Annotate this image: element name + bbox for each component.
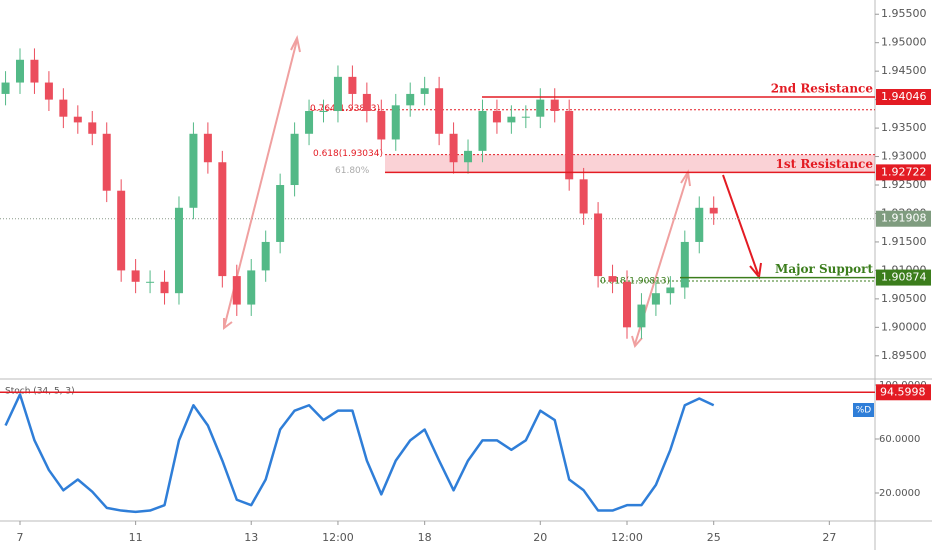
stoch-level-tag bbox=[876, 384, 931, 401]
arrow bbox=[722, 174, 759, 275]
arrow-tail bbox=[631, 335, 643, 349]
candle-body bbox=[565, 111, 574, 180]
candle-body bbox=[333, 76, 342, 112]
candle-body bbox=[666, 287, 675, 294]
candle-body bbox=[478, 111, 487, 151]
candle-body bbox=[117, 190, 126, 271]
last-price-tag-label: 1.91908 bbox=[881, 212, 927, 225]
fib-label: 0.618(1.90813) bbox=[600, 277, 670, 287]
candle-body bbox=[290, 133, 299, 186]
candle-body bbox=[420, 88, 429, 94]
candle-body bbox=[88, 122, 97, 134]
candle-body bbox=[261, 241, 270, 271]
level-label: Major Support bbox=[775, 262, 873, 276]
last-price-tag bbox=[876, 210, 931, 227]
x-tick-label: 13 bbox=[244, 531, 258, 544]
candle-body bbox=[247, 270, 256, 305]
candle-body bbox=[1, 82, 10, 94]
candle-body bbox=[59, 99, 68, 117]
candle-body bbox=[391, 105, 400, 140]
y-tick-label: 1.90000 bbox=[881, 320, 927, 333]
candle-body bbox=[680, 241, 689, 288]
stoch-line bbox=[4, 393, 715, 514]
legend-badge bbox=[853, 403, 874, 417]
arrow-head bbox=[290, 35, 301, 53]
candle-body bbox=[73, 116, 82, 123]
level-tag bbox=[876, 269, 931, 286]
candle-body bbox=[594, 213, 603, 277]
level-tag-label: 1.94046 bbox=[881, 90, 927, 103]
candle-body bbox=[203, 133, 212, 163]
candle-body bbox=[232, 276, 241, 305]
y-tick-label: 1.95500 bbox=[881, 7, 927, 20]
level-label: 2nd Resistance bbox=[771, 82, 874, 96]
fib-label: 0.618(1.93034) bbox=[313, 149, 383, 159]
candle-body bbox=[492, 111, 501, 123]
candle-body bbox=[319, 111, 328, 113]
x-tick-label: 18 bbox=[418, 531, 432, 544]
level-tag-label: 1.90874 bbox=[881, 271, 927, 284]
candle-body bbox=[695, 207, 704, 242]
level-tag bbox=[876, 89, 931, 106]
candle-body bbox=[160, 281, 169, 294]
resistance-zone bbox=[385, 154, 875, 173]
candle-body bbox=[30, 59, 39, 83]
candle-body bbox=[579, 179, 588, 214]
candle-body bbox=[622, 281, 631, 328]
x-tick-label: 12:00 bbox=[611, 531, 643, 544]
fib-percent: 61.80% bbox=[335, 166, 370, 176]
y-tick-label: 1.92500 bbox=[881, 178, 927, 191]
y-tick-label: 20.0000 bbox=[879, 488, 920, 499]
level-label: 1st Resistance bbox=[776, 157, 874, 171]
indicator-title: Stoch (34, 5, 3) bbox=[5, 387, 75, 397]
candle-body bbox=[174, 207, 183, 294]
candle-body bbox=[276, 185, 285, 242]
fib-label: 0.764(1.93823) bbox=[310, 104, 380, 114]
level-tag bbox=[876, 164, 931, 181]
y-tick-label: 1.93000 bbox=[881, 150, 927, 163]
candle-body bbox=[218, 162, 227, 277]
candle-body bbox=[550, 99, 559, 112]
candle-body bbox=[406, 93, 415, 106]
candle-body bbox=[709, 207, 718, 214]
candle-body bbox=[16, 59, 25, 83]
candle-body bbox=[464, 150, 473, 163]
candle-body bbox=[348, 76, 357, 94]
candle-body bbox=[521, 116, 530, 118]
y-tick-label: 1.91500 bbox=[881, 235, 927, 248]
level-tag-label: 1.92722 bbox=[881, 165, 927, 178]
arrow-tail bbox=[223, 318, 233, 330]
x-tick-label: 7 bbox=[17, 531, 24, 544]
candle-body bbox=[362, 93, 371, 112]
x-tick-label: 27 bbox=[822, 531, 836, 544]
candle-body bbox=[637, 304, 646, 328]
y-tick-label: 60.0000 bbox=[879, 434, 920, 445]
y-tick-label: 1.90500 bbox=[881, 292, 927, 305]
x-tick-label: 11 bbox=[129, 531, 143, 544]
x-tick-label: 20 bbox=[533, 531, 547, 544]
candle-body bbox=[536, 99, 545, 117]
stoch-level-tag-label: 94.5998 bbox=[880, 385, 926, 398]
candle-body bbox=[449, 133, 458, 163]
candle-body bbox=[377, 111, 386, 140]
x-tick-label: 12:00 bbox=[322, 531, 354, 544]
candle-body bbox=[435, 88, 444, 134]
x-tick-label: 25 bbox=[707, 531, 721, 544]
y-tick-label: 1.94500 bbox=[881, 64, 927, 77]
y-tick-label: 1.95000 bbox=[881, 36, 927, 49]
candle-body bbox=[102, 133, 111, 191]
candle-body bbox=[507, 116, 516, 123]
candle-body bbox=[651, 293, 660, 305]
candle-body bbox=[608, 276, 617, 282]
y-tick-label: 1.89500 bbox=[881, 349, 927, 362]
candle-body bbox=[44, 82, 53, 100]
y-tick-label: 1.93500 bbox=[881, 121, 927, 134]
candle-body bbox=[305, 111, 314, 134]
candle-body bbox=[131, 270, 140, 282]
legend-label: %D bbox=[856, 406, 872, 416]
candle-body bbox=[189, 133, 198, 208]
candle-body bbox=[146, 281, 155, 283]
